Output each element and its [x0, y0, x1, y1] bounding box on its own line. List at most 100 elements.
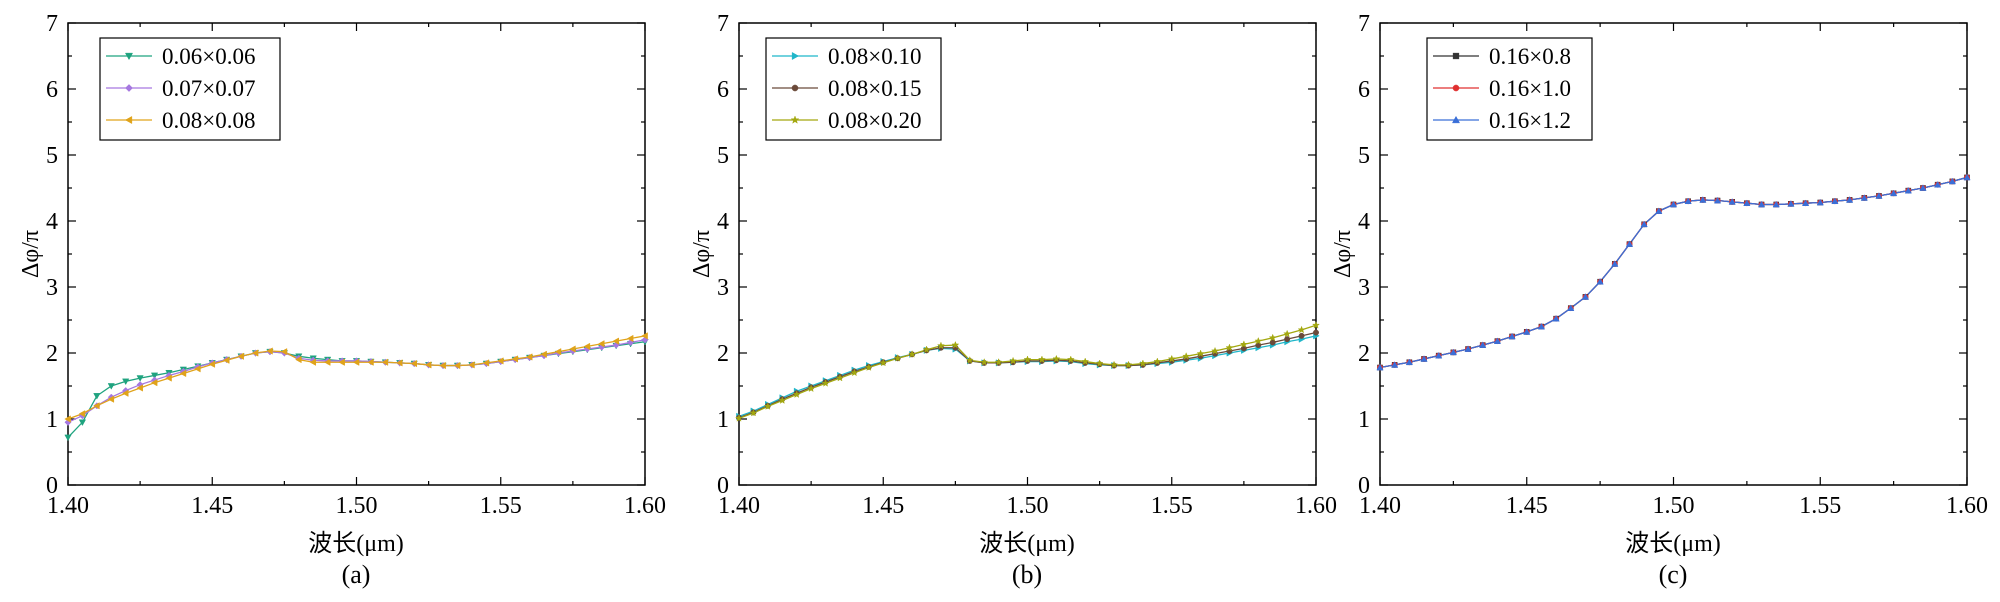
- data-point: [1269, 339, 1276, 346]
- legend-swatch-marker: [125, 84, 133, 92]
- data-point: [1611, 260, 1619, 267]
- series-markers: [64, 332, 649, 442]
- data-point: [1297, 325, 1306, 334]
- data-point: [1009, 356, 1018, 365]
- data-point: [453, 361, 461, 370]
- x-tick-label: 1.60: [1295, 493, 1337, 519]
- data-point: [994, 357, 1003, 366]
- y-tick-label: 7: [1358, 11, 1370, 37]
- data-point: [251, 349, 259, 357]
- y-axis-label: Δφ/π: [689, 230, 715, 278]
- data-point: [1298, 332, 1305, 339]
- data-point: [78, 419, 87, 427]
- data-point: [1875, 192, 1883, 199]
- legend-label: 0.08×0.08: [162, 108, 255, 133]
- data-point: [1239, 340, 1248, 348]
- data-point: [1567, 304, 1575, 311]
- legend-swatch-marker: [791, 51, 800, 61]
- panel-label-c: (c): [1659, 560, 1688, 589]
- data-point: [1196, 349, 1205, 358]
- x-axis-label: 波长(μm): [1625, 530, 1721, 557]
- data-point: [835, 373, 845, 382]
- data-point: [1919, 184, 1927, 191]
- data-point: [237, 352, 244, 360]
- data-point: [1095, 359, 1104, 368]
- axis-ticks: [1379, 22, 1968, 486]
- data-point: [93, 393, 101, 400]
- y-tick-label: 3: [46, 275, 58, 301]
- data-point: [165, 374, 172, 382]
- data-point: [1831, 197, 1839, 205]
- y-axis-label: Δφ/π: [18, 230, 44, 278]
- data-point: [922, 345, 931, 354]
- y-tick-label: 4: [1358, 209, 1370, 235]
- data-point: [864, 363, 873, 371]
- data-point: [626, 334, 634, 343]
- data-point: [396, 359, 403, 367]
- data-point: [1052, 354, 1061, 363]
- legend-label: 0.08×0.15: [828, 76, 921, 101]
- data-point: [807, 384, 816, 393]
- x-tick-label: 1.45: [862, 493, 904, 519]
- legend-swatch-marker: [124, 115, 133, 125]
- data-point: [78, 410, 86, 418]
- data-point: [965, 356, 974, 364]
- data-point: [468, 361, 475, 369]
- series-markers: [1376, 173, 1971, 371]
- data-point: [107, 383, 115, 390]
- data-point: [1772, 200, 1780, 208]
- x-tick-label: 1.45: [191, 493, 233, 519]
- y-tick-label: 2: [717, 341, 729, 367]
- x-tick-label: 1.40: [47, 493, 89, 519]
- y-tick-label: 7: [717, 11, 729, 37]
- panel-label-a: (a): [342, 560, 371, 589]
- data-point: [1904, 186, 1912, 194]
- data-point: [122, 378, 130, 386]
- data-point: [482, 359, 490, 367]
- data-point: [1153, 357, 1162, 366]
- data-point: [1066, 355, 1075, 364]
- legend-swatch-marker: [790, 115, 800, 124]
- data-point: [1713, 196, 1722, 204]
- data-point: [338, 358, 345, 366]
- data-point: [1464, 345, 1472, 352]
- y-tick-label: 0: [46, 473, 58, 499]
- data-point: [554, 348, 562, 356]
- data-point: [1669, 200, 1678, 208]
- data-point: [1743, 199, 1751, 206]
- legend-label: 0.06×0.06: [162, 44, 255, 69]
- x-tick-label: 1.60: [1946, 493, 1988, 519]
- x-tick-label: 1.55: [1799, 493, 1841, 519]
- data-point: [1845, 196, 1854, 203]
- data-point: [1787, 200, 1795, 207]
- data-point: [1625, 240, 1634, 247]
- data-point: [1581, 293, 1590, 300]
- y-tick-label: 5: [717, 143, 729, 169]
- data-point: [1757, 200, 1766, 208]
- data-point: [222, 356, 230, 364]
- data-point: [792, 390, 801, 399]
- x-tick-labels: 1.40 1.45 1.50 1.55 1.60: [47, 493, 666, 519]
- data-point: [121, 389, 129, 397]
- legend-label: 0.16×1.0: [1489, 76, 1571, 101]
- data-point: [1138, 359, 1147, 368]
- data-point: [1963, 173, 1971, 181]
- data-point: [525, 353, 533, 361]
- data-point: [323, 358, 331, 366]
- data-point: [951, 340, 960, 349]
- data-point: [381, 358, 389, 366]
- y-tick-label: 6: [46, 77, 58, 103]
- x-tick-label: 1.50: [336, 493, 378, 519]
- x-tick-label: 1.45: [1506, 493, 1548, 519]
- data-point: [850, 368, 859, 377]
- data-point: [641, 332, 648, 340]
- data-point: [1023, 355, 1032, 364]
- data-point: [266, 347, 273, 355]
- data-point: [1728, 198, 1736, 205]
- y-tick-label: 7: [46, 11, 58, 37]
- data-point: [1449, 348, 1457, 356]
- data-point: [179, 369, 187, 378]
- x-axis-label: 波长(μm): [979, 530, 1075, 557]
- data-point: [1860, 194, 1868, 201]
